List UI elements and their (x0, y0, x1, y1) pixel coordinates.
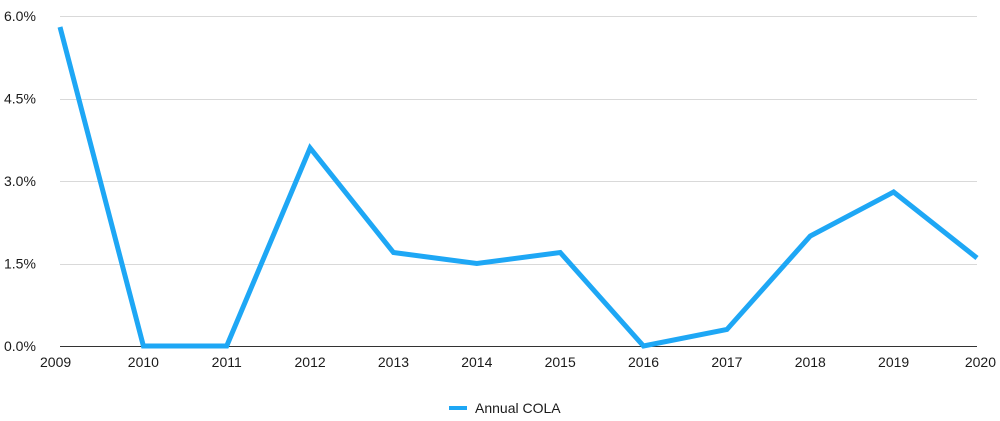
legend: Annual COLA (449, 400, 561, 416)
y-tick-label: 3.0% (4, 173, 36, 189)
gridlines (60, 16, 977, 347)
y-tick-label: 6.0% (4, 8, 36, 24)
y-axis-ticks: 0.0% 1.5% 3.0% 4.5% 6.0% (4, 8, 36, 354)
x-tick-label: 2009 (40, 354, 71, 370)
y-tick-label: 0.0% (4, 338, 36, 354)
y-tick-label: 1.5% (4, 256, 36, 272)
x-tick-label: 2018 (795, 354, 826, 370)
series-line (57, 26, 979, 349)
x-tick-label: 2014 (461, 354, 492, 370)
x-tick-label: 2012 (295, 354, 326, 370)
x-tick-label: 2016 (628, 354, 659, 370)
x-tick-label: 2013 (378, 354, 409, 370)
y-tick-label: 4.5% (4, 91, 36, 107)
x-tick-label: 2015 (545, 354, 576, 370)
x-tick-label: 2011 (212, 354, 242, 370)
x-tick-label: 2017 (711, 354, 742, 370)
x-tick-label: 2019 (878, 354, 909, 370)
x-axis-ticks: 2009 2010 2011 2012 2013 2014 2015 2016 2017 2018… (40, 354, 996, 370)
series-layer (57, 26, 979, 349)
x-tick-label: 2020 (965, 354, 996, 370)
legend-label: Annual COLA (475, 400, 561, 416)
x-tick-label: 2010 (128, 354, 159, 370)
